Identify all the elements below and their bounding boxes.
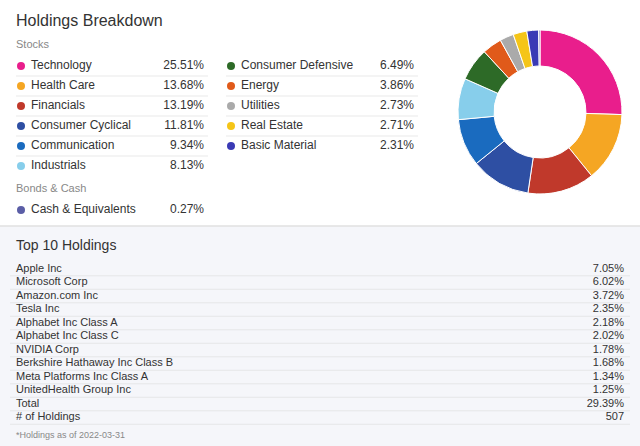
breakdown-section: Holdings Breakdown Stocks Technology 25.51%… bbox=[16, 12, 622, 216]
row-value: 11.81% bbox=[164, 118, 204, 132]
donut-slice bbox=[539, 30, 540, 66]
legend-swatch bbox=[227, 82, 235, 90]
row-label: Cash & Equivalents bbox=[31, 202, 136, 216]
chart-root: Holdings Breakdown Stocks Technology 25.51%… bbox=[0, 0, 640, 446]
row-label: Microsoft Corp bbox=[16, 275, 88, 287]
legend-swatch bbox=[17, 162, 25, 170]
row-value: 29.39% bbox=[587, 397, 625, 409]
row-value: 9.34% bbox=[170, 138, 204, 152]
row-label: Communication bbox=[31, 138, 114, 152]
row-separator bbox=[10, 343, 630, 344]
legend-swatch bbox=[227, 62, 235, 70]
donut bbox=[458, 30, 622, 194]
section-separator bbox=[0, 225, 640, 227]
row-label: Real Estate bbox=[241, 118, 303, 132]
group-label: Stocks bbox=[16, 38, 50, 50]
row-value: 3.72% bbox=[593, 289, 624, 301]
row-value: 507 bbox=[606, 410, 624, 422]
row-separator bbox=[10, 424, 630, 425]
title: Holdings Breakdown bbox=[16, 12, 163, 29]
row-value: 0.27% bbox=[170, 202, 204, 216]
row-separator bbox=[10, 302, 630, 303]
row-label: # of Holdings bbox=[16, 410, 81, 422]
row-label: Consumer Defensive bbox=[241, 58, 353, 72]
row-label: Berkshire Hathaway Inc Class B bbox=[16, 356, 173, 368]
row-label: Apple Inc bbox=[16, 262, 62, 274]
row-label: Alphabet Inc Class C bbox=[16, 329, 119, 341]
row-value: 13.19% bbox=[163, 98, 204, 112]
row-separator bbox=[226, 96, 418, 97]
row-separator bbox=[226, 136, 418, 137]
donut-slice bbox=[527, 30, 539, 67]
row-value: 6.49% bbox=[380, 58, 414, 72]
legend-swatch bbox=[17, 206, 25, 214]
footnote: *Holdings as of 2022-03-31 bbox=[16, 430, 125, 440]
legend-swatch bbox=[227, 102, 235, 110]
row-label: NVIDIA Corp bbox=[16, 343, 79, 355]
row-value: 2.71% bbox=[380, 118, 414, 132]
row-separator bbox=[10, 275, 630, 276]
row-separator bbox=[16, 96, 208, 97]
donut-slice bbox=[540, 30, 622, 115]
row-separator bbox=[226, 76, 418, 77]
row-label: Utilities bbox=[241, 98, 280, 112]
row-value: 2.02% bbox=[593, 329, 624, 341]
row-label: Amazon.com Inc bbox=[16, 289, 98, 301]
row-label: Basic Material bbox=[241, 138, 316, 152]
row-value: 8.13% bbox=[170, 158, 204, 172]
row-separator bbox=[10, 397, 630, 398]
row-value: 2.35% bbox=[593, 302, 624, 314]
legend-swatch bbox=[17, 82, 25, 90]
row-label: Financials bbox=[31, 98, 85, 112]
row-label: UnitedHealth Group Inc bbox=[16, 383, 131, 395]
row-label: Alphabet Inc Class A bbox=[16, 316, 118, 328]
title: Top 10 Holdings bbox=[16, 237, 116, 253]
donut-slice bbox=[458, 116, 504, 163]
group-label: Bonds & Cash bbox=[16, 182, 86, 194]
row-label: Health Care bbox=[31, 78, 95, 92]
table-section: Top 10 Holdings Apple Inc 7.05% Microsoft C… bbox=[0, 226, 640, 446]
row-separator bbox=[16, 136, 208, 137]
row-separator bbox=[10, 289, 630, 290]
row-value: 1.78% bbox=[593, 343, 624, 355]
row-value: 6.02% bbox=[593, 275, 624, 287]
table-background bbox=[0, 226, 640, 446]
row-separator bbox=[16, 116, 208, 117]
row-separator bbox=[226, 116, 418, 117]
legend-swatch bbox=[227, 142, 235, 150]
legend-swatch bbox=[17, 102, 25, 110]
row-value: 2.18% bbox=[593, 316, 624, 328]
row-value: 13.68% bbox=[163, 78, 204, 92]
row-label: Industrials bbox=[31, 158, 86, 172]
row-label: Consumer Cyclical bbox=[31, 118, 131, 132]
row-value: 7.05% bbox=[593, 262, 624, 274]
row-label: Tesla Inc bbox=[16, 302, 60, 314]
row-separator bbox=[16, 156, 208, 157]
legend-swatch bbox=[17, 62, 25, 70]
row-value: 1.25% bbox=[593, 383, 624, 395]
row-label: Technology bbox=[31, 58, 92, 72]
row-value: 1.34% bbox=[593, 370, 624, 382]
row-label: Energy bbox=[241, 78, 279, 92]
row-value: 2.31% bbox=[380, 138, 414, 152]
row-label: Meta Platforms Inc Class A bbox=[16, 370, 149, 382]
row-value: 3.86% bbox=[380, 78, 414, 92]
legend-swatch bbox=[17, 142, 25, 150]
row-separator bbox=[16, 76, 208, 77]
legend-swatch bbox=[17, 122, 25, 130]
row-separator bbox=[10, 410, 630, 411]
donut-slice bbox=[528, 148, 592, 194]
legend-swatch bbox=[227, 122, 235, 130]
row-value: 1.68% bbox=[593, 356, 624, 368]
row-label: Total bbox=[16, 397, 39, 409]
row-value: 25.51% bbox=[163, 58, 204, 72]
row-value: 2.73% bbox=[380, 98, 414, 112]
